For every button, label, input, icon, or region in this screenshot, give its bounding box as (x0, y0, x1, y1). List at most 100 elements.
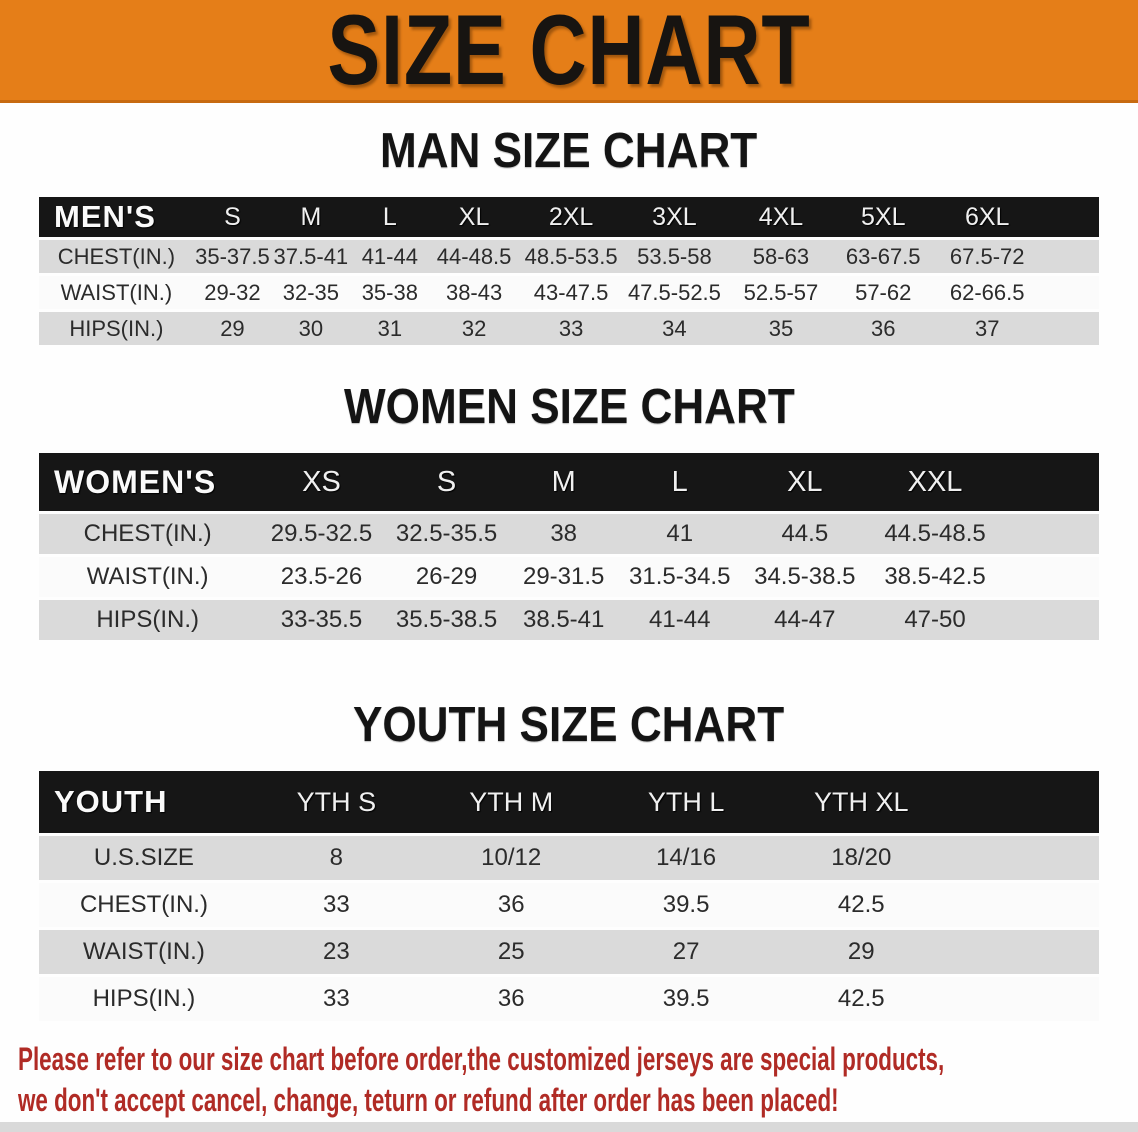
size-value: 34.5-38.5 (738, 557, 872, 597)
size-value: 62-66.5 (930, 276, 1099, 309)
column-header: S (386, 453, 507, 511)
size-value: 52.5-57 (725, 276, 837, 309)
column-header: 2XL (519, 197, 624, 237)
size-value: 58-63 (725, 240, 837, 273)
banner: SIZE CHART (0, 0, 1138, 103)
size-value: 31 (350, 312, 430, 345)
size-value: 41 (620, 514, 739, 554)
row-label: WAIST(IN.) (39, 557, 257, 597)
size-value: 38-43 (429, 276, 520, 309)
column-header: XXL (871, 453, 1099, 511)
size-value: 44-47 (738, 600, 872, 640)
column-header: L (620, 453, 739, 511)
column-header: YTH M (423, 771, 599, 833)
table-row: HIPS(IN.) 29 30 31 32 33 34 35 36 37 (39, 312, 1099, 345)
row-label: HIPS(IN.) (39, 312, 194, 345)
size-value: 53.5-58 (623, 240, 726, 273)
size-value: 36 (423, 883, 599, 927)
size-value: 57-62 (836, 276, 931, 309)
size-value: 39.5 (598, 883, 774, 927)
column-header: M (506, 453, 621, 511)
column-header: S (193, 197, 272, 237)
row-label: HIPS(IN.) (39, 600, 257, 640)
column-header: XL (738, 453, 872, 511)
men-header-label: MEN'S (39, 197, 194, 237)
column-header: L (350, 197, 430, 237)
size-value: 41-44 (620, 600, 739, 640)
size-value: 23.5-26 (256, 557, 387, 597)
size-value: 25 (423, 930, 599, 974)
size-value: 29 (773, 930, 1099, 974)
bottom-divider (0, 1122, 1138, 1132)
section-heading-man-text: MAN SIZE CHART (380, 124, 758, 178)
size-value: 35.5-38.5 (386, 600, 507, 640)
size-value: 31.5-34.5 (620, 557, 739, 597)
size-value: 38 (506, 514, 621, 554)
size-value: 37.5-41 (271, 240, 351, 273)
size-value: 29-32 (193, 276, 272, 309)
table-row: WAIST(IN.) 29-32 32-35 35-38 38-43 43-47… (39, 276, 1099, 309)
size-value: 38.5-42.5 (871, 557, 1099, 597)
column-header: XS (256, 453, 387, 511)
table-row: CHEST(IN.) 35-37.5 37.5-41 41-44 44-48.5… (39, 240, 1099, 273)
youth-size-table: YOUTH YTH S YTH M YTH L YTH XL U.S.SIZE … (39, 768, 1099, 1024)
row-label: CHEST(IN.) (39, 883, 249, 927)
column-header: YTH XL (773, 771, 1099, 833)
table-row: HIPS(IN.) 33-35.5 35.5-38.5 38.5-41 41-4… (39, 600, 1099, 640)
size-value: 39.5 (598, 977, 774, 1021)
row-label: WAIST(IN.) (39, 930, 249, 974)
women-header-row: WOMEN'S XS S M L XL XXL (39, 453, 1099, 511)
row-label: WAIST(IN.) (39, 276, 194, 309)
section-heading-youth: YOUTH SIZE CHART (0, 699, 1138, 751)
women-size-table: WOMEN'S XS S M L XL XXL CHEST(IN.) 29.5-… (39, 450, 1099, 643)
row-label: U.S.SIZE (39, 836, 249, 880)
size-value: 48.5-53.5 (519, 240, 624, 273)
size-value: 35-37.5 (193, 240, 272, 273)
table-row: CHEST(IN.) 29.5-32.5 32.5-35.5 38 41 44.… (39, 514, 1099, 554)
disclaimer-line-2: we don't accept cancel, change, teturn o… (18, 1082, 839, 1118)
column-header: 6XL (930, 197, 1099, 237)
disclaimer: Please refer to our size chart before or… (0, 1039, 1138, 1121)
size-value: 23 (248, 930, 424, 974)
size-value: 41-44 (350, 240, 430, 273)
size-value: 33 (248, 883, 424, 927)
table-row: U.S.SIZE 8 10/12 14/16 18/20 (39, 836, 1099, 880)
size-value: 34 (623, 312, 726, 345)
size-value: 35 (725, 312, 837, 345)
size-value: 32-35 (271, 276, 351, 309)
men-header-row: MEN'S S M L XL 2XL 3XL 4XL 5XL 6XL (39, 197, 1099, 237)
table-row: HIPS(IN.) 33 36 39.5 42.5 (39, 977, 1099, 1021)
size-value: 38.5-41 (506, 600, 621, 640)
column-header: 3XL (623, 197, 726, 237)
size-value: 10/12 (423, 836, 599, 880)
size-value: 47.5-52.5 (623, 276, 726, 309)
size-value: 29.5-32.5 (256, 514, 387, 554)
section-heading-youth-text: YOUTH SIZE CHART (353, 698, 785, 752)
section-heading-women-text: WOMEN SIZE CHART (343, 380, 795, 434)
women-header-label: WOMEN'S (39, 453, 257, 511)
size-value: 32.5-35.5 (386, 514, 507, 554)
table-row: CHEST(IN.) 33 36 39.5 42.5 (39, 883, 1099, 927)
men-size-table: MEN'S S M L XL 2XL 3XL 4XL 5XL 6XL CHEST… (39, 194, 1099, 348)
table-row: WAIST(IN.) 23.5-26 26-29 29-31.5 31.5-34… (39, 557, 1099, 597)
size-value: 35-38 (350, 276, 430, 309)
column-header: 5XL (836, 197, 931, 237)
size-value: 42.5 (773, 977, 1099, 1021)
size-value: 37 (930, 312, 1099, 345)
size-value: 44.5 (738, 514, 872, 554)
size-value: 30 (271, 312, 351, 345)
size-value: 44.5-48.5 (871, 514, 1099, 554)
size-value: 67.5-72 (930, 240, 1099, 273)
size-value: 47-50 (871, 600, 1099, 640)
size-value: 29 (193, 312, 272, 345)
size-value: 33-35.5 (256, 600, 387, 640)
column-header: M (271, 197, 351, 237)
size-value: 18/20 (773, 836, 1099, 880)
row-label: CHEST(IN.) (39, 514, 257, 554)
column-header: YTH S (248, 771, 424, 833)
size-value: 36 (836, 312, 931, 345)
size-value: 63-67.5 (836, 240, 931, 273)
section-heading-man: MAN SIZE CHART (0, 125, 1138, 177)
section-heading-women: WOMEN SIZE CHART (0, 381, 1138, 433)
